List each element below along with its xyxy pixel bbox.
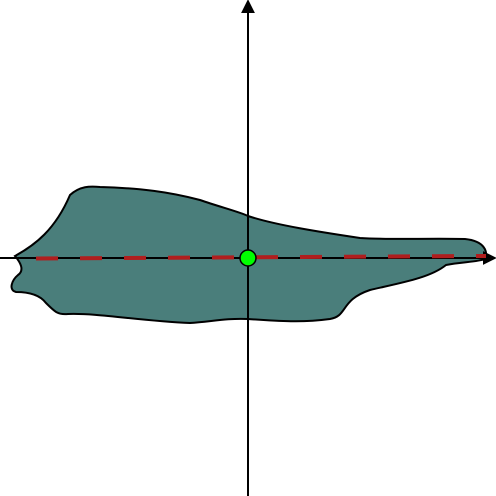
dashed-horizontal-line [35, 254, 487, 261]
origin-point [239, 249, 257, 267]
